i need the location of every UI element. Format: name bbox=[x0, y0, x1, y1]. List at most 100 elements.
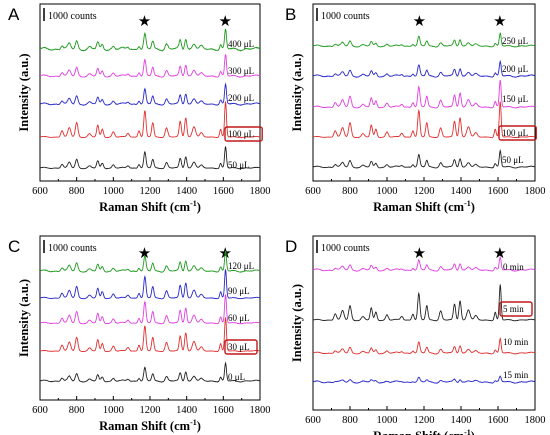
highlight-box bbox=[224, 339, 258, 355]
spectrum-line bbox=[312, 31, 536, 48]
trace-label: 10 min bbox=[503, 337, 529, 347]
trace-label: 50 μL bbox=[228, 160, 250, 170]
x-tick-label: 800 bbox=[69, 405, 85, 416]
trace-label: 100 μL bbox=[228, 129, 254, 139]
x-tick-label: 1400 bbox=[451, 415, 472, 426]
spectrum-line bbox=[40, 101, 261, 139]
spectrum-line bbox=[313, 284, 536, 322]
panel-a: A 600 800 1000 1200 1400 1600 1800 Raman Shift (… bbox=[8, 3, 271, 214]
panel-letter: B bbox=[285, 5, 296, 24]
peak-star-marker: ★ bbox=[493, 246, 506, 262]
spectrum-line bbox=[40, 146, 260, 170]
x-tick-label: 1600 bbox=[213, 405, 234, 416]
trace-label: 250 μL bbox=[502, 36, 528, 46]
spectrum-line bbox=[39, 269, 261, 300]
x-tick-label: 1200 bbox=[140, 186, 161, 197]
x-tick-label: 1200 bbox=[140, 405, 161, 416]
x-tick-label: 600 bbox=[305, 415, 321, 426]
x-tick-label: 1600 bbox=[213, 186, 234, 197]
x-tick-label: 600 bbox=[32, 405, 48, 416]
scale-bar-label: 1000 counts bbox=[321, 243, 370, 254]
trace-label: 150 μL bbox=[502, 94, 528, 104]
peak-star-marker: ★ bbox=[413, 246, 426, 262]
spectrum-line bbox=[313, 375, 536, 384]
spectrum-line bbox=[39, 250, 261, 273]
spectrum-line bbox=[312, 256, 536, 272]
x-tick-label: 1800 bbox=[250, 405, 271, 416]
highlight-box bbox=[224, 126, 263, 142]
trace-label: 0 μL bbox=[228, 372, 245, 382]
x-tick-label: 1400 bbox=[176, 405, 197, 416]
spectrum-line bbox=[39, 294, 261, 325]
x-axis-title: Raman Shift (cm-1) bbox=[99, 199, 201, 214]
spectrum-line bbox=[40, 317, 261, 353]
peak-star-marker: ★ bbox=[138, 246, 151, 262]
y-axis-title: Intensity (a.u.) bbox=[17, 279, 31, 357]
highlight-box bbox=[499, 301, 533, 317]
spectrum-line bbox=[313, 59, 536, 78]
trace-label: 15 min bbox=[503, 370, 529, 380]
x-tick-label: 600 bbox=[305, 186, 321, 197]
scale-bar-label: 1000 counts bbox=[48, 243, 97, 254]
trace-label: 60 μL bbox=[228, 313, 250, 323]
x-tick-label: 1200 bbox=[414, 415, 435, 426]
spectrum-line bbox=[312, 337, 536, 355]
x-tick-label: 1000 bbox=[103, 186, 124, 197]
x-axis-title: Raman Shift (cm-1) bbox=[373, 428, 475, 435]
x-tick-label: 800 bbox=[342, 186, 358, 197]
trace-label: 30 μL bbox=[228, 342, 250, 352]
x-tick-label: 1200 bbox=[414, 186, 435, 197]
x-axis-title: Raman Shift (cm-1) bbox=[99, 418, 201, 433]
spectrum-line bbox=[39, 28, 261, 52]
x-tick-label: 1000 bbox=[377, 186, 398, 197]
x-tick-label: 800 bbox=[69, 186, 85, 197]
x-tick-label: 1600 bbox=[488, 415, 509, 426]
x-tick-label: 1000 bbox=[377, 415, 398, 426]
trace-label: 5 min bbox=[503, 304, 524, 314]
x-axis-title: Raman Shift (cm-1) bbox=[373, 199, 475, 214]
x-tick-label: 1800 bbox=[525, 186, 546, 197]
trace-label: 300 μL bbox=[228, 66, 254, 76]
spectrum-line bbox=[313, 101, 536, 139]
y-axis-title: Intensity (a.u.) bbox=[290, 53, 304, 131]
x-tick-label: 1600 bbox=[488, 186, 509, 197]
x-tick-label: 1400 bbox=[451, 186, 472, 197]
trace-label: 50 μL bbox=[502, 155, 524, 165]
x-tick-label: 600 bbox=[32, 186, 48, 197]
panel-letter: C bbox=[8, 237, 20, 256]
x-tick-label: 1000 bbox=[103, 405, 124, 416]
panel-b: B 600 800 1000 1200 1400 1600 1800 Raman Shift (… bbox=[285, 3, 546, 214]
spectrum-line bbox=[312, 148, 536, 169]
spectrum-line bbox=[40, 54, 261, 78]
trace-label: 100 μL bbox=[502, 128, 528, 138]
trace-label: 400 μL bbox=[228, 39, 254, 49]
highlight-box bbox=[498, 125, 537, 141]
trace-label: 200 μL bbox=[228, 93, 254, 103]
panel-letter: D bbox=[285, 237, 297, 256]
plot-frame bbox=[312, 235, 536, 411]
x-tick-label: 1400 bbox=[176, 186, 197, 197]
y-axis-title: Intensity (a.u.) bbox=[17, 53, 31, 131]
panel-d: D 600 800 1000 1200 1400 1600 1800 Raman Shift (… bbox=[285, 235, 546, 435]
trace-label: 90 μL bbox=[228, 286, 250, 296]
scale-bar-label: 1000 counts bbox=[321, 11, 370, 22]
panel-c: C 600 800 1000 1200 1400 1600 1800 Raman Shift (… bbox=[8, 235, 271, 433]
scale-bar-label: 1000 counts bbox=[48, 11, 97, 22]
spectrum-line bbox=[312, 80, 536, 109]
plot-frame bbox=[39, 3, 261, 182]
x-tick-label: 800 bbox=[342, 415, 358, 426]
trace-label: 0 min bbox=[503, 262, 524, 272]
panel-letter: A bbox=[8, 5, 20, 24]
peak-star-marker: ★ bbox=[493, 14, 506, 30]
trace-label: 200 μL bbox=[502, 64, 528, 74]
y-axis-title: Intensity (a.u.) bbox=[290, 284, 304, 362]
peak-star-marker: ★ bbox=[413, 14, 426, 30]
x-tick-label: 1800 bbox=[250, 186, 271, 197]
trace-label: 120 μL bbox=[228, 261, 254, 271]
x-tick-label: 1800 bbox=[525, 415, 546, 426]
peak-star-marker: ★ bbox=[218, 14, 231, 30]
spectrum-line bbox=[39, 361, 260, 383]
peak-star-marker: ★ bbox=[138, 14, 151, 30]
spectrum-line bbox=[39, 82, 260, 106]
